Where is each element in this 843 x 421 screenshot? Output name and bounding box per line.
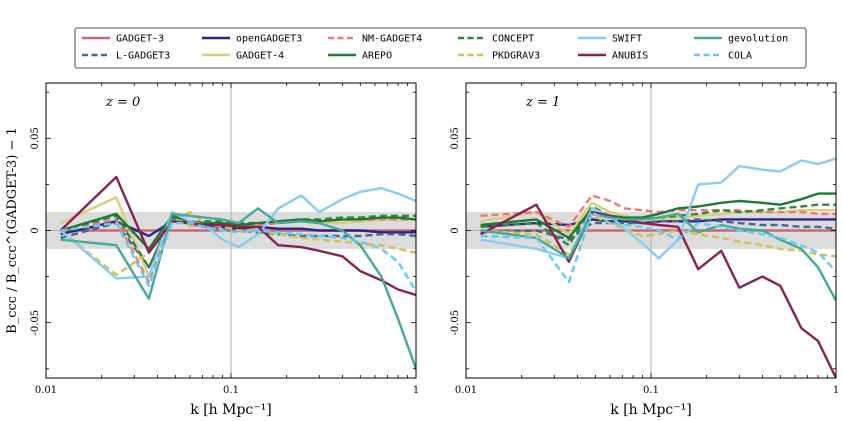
legend-label-concept: CONCEPT — [492, 34, 534, 45]
legend-entry-gevolution: gevolution — [694, 34, 788, 45]
series-arepo — [60, 212, 416, 251]
panels: 0.01 0.1 1 0.05 0 -0.05 z = 0 0.01 0.1 1 0.05 0 -0.0… — [30, 82, 839, 396]
y-tick-label: -0.05 — [450, 310, 461, 336]
series-gevolution — [480, 212, 836, 302]
legend-entry-opengadget3: openGADGET3 — [202, 34, 302, 45]
legend-frame — [74, 27, 807, 69]
legend-entry-concept: CONCEPT — [458, 34, 534, 45]
legend-entry-cola: COLA — [694, 51, 752, 62]
legend-label-arepo: AREPO — [362, 51, 392, 62]
x-tick-label: 1 — [833, 385, 839, 396]
series-nm-gadget4 — [60, 214, 416, 284]
legend-label-opengadget3: openGADGET3 — [236, 34, 302, 45]
panel-z-1: 0.01 0.1 1 0.05 0 -0.05 z = 1 — [450, 82, 839, 396]
legend-entry-gadget-3: GADGET-3 — [82, 34, 164, 45]
panel-z-0: 0.01 0.1 1 0.05 0 -0.05 z = 0 — [30, 82, 419, 396]
y-tick-label: 0 — [30, 227, 41, 233]
legend-entry-l-gadget3: L-GADGET3 — [82, 51, 170, 62]
series-l-gadget3 — [480, 218, 836, 241]
legend-entry-swift: SWIFT — [578, 34, 642, 45]
x-tick-label: 0.1 — [643, 385, 659, 396]
y-tick-label: 0 — [450, 227, 461, 233]
legend-entry-arepo: AREPO — [328, 51, 392, 62]
legend-label-cola: COLA — [728, 51, 752, 62]
legend-label-nm-gadget4: NM-GADGET4 — [362, 34, 422, 45]
series-arepo — [480, 192, 836, 240]
legend-entry-pkdgrav3: PKDGRAV3 — [458, 51, 540, 62]
x-tick-label: 0.01 — [455, 385, 477, 396]
legend-entry-nm-gadget4: NM-GADGET4 — [328, 34, 422, 45]
legend-entry-anubis: ANUBIS — [578, 51, 648, 62]
x-axis-label-left: k [h Mpc⁻¹] — [190, 402, 271, 418]
legend-label-gadget-3: GADGET-3 — [116, 34, 164, 45]
legend-label-gadget-4: GADGET-4 — [236, 51, 284, 62]
legend: GADGET-3 L-GADGET3 openGADGET3 GADGET-4 NM-G… — [74, 27, 807, 69]
x-tick-label: 1 — [413, 385, 419, 396]
legend-label-swift: SWIFT — [612, 34, 642, 45]
redshift-label: z = 0 — [105, 95, 140, 110]
legend-label-anubis: ANUBIS — [612, 51, 648, 62]
series-anubis — [59, 175, 416, 297]
y-tick-label: 0.05 — [450, 127, 461, 149]
legend-label-gevolution: gevolution — [728, 34, 788, 45]
series-group — [480, 157, 836, 378]
legend-label-pkdgrav3: PKDGRAV3 — [492, 51, 540, 62]
series-gadget-4 — [480, 201, 836, 236]
series-cola — [60, 221, 416, 292]
legend-entry-gadget-4: GADGET-4 — [202, 51, 284, 62]
y-tick-label: 0.05 — [30, 127, 41, 149]
x-tick-label: 0.01 — [35, 385, 57, 396]
y-axis-label: B_ccc / B_ccc^(GADGET-3) − 1 — [5, 127, 20, 334]
redshift-label: z = 1 — [525, 95, 560, 110]
series-gevolution — [60, 207, 416, 370]
series-group — [59, 175, 416, 370]
series-cola — [480, 210, 836, 284]
legend-label-l-gadget3: L-GADGET3 — [116, 51, 170, 62]
x-axis-label-right: k [h Mpc⁻¹] — [610, 402, 691, 418]
y-tick-label: -0.05 — [30, 310, 41, 336]
x-tick-label: 0.1 — [223, 385, 239, 396]
